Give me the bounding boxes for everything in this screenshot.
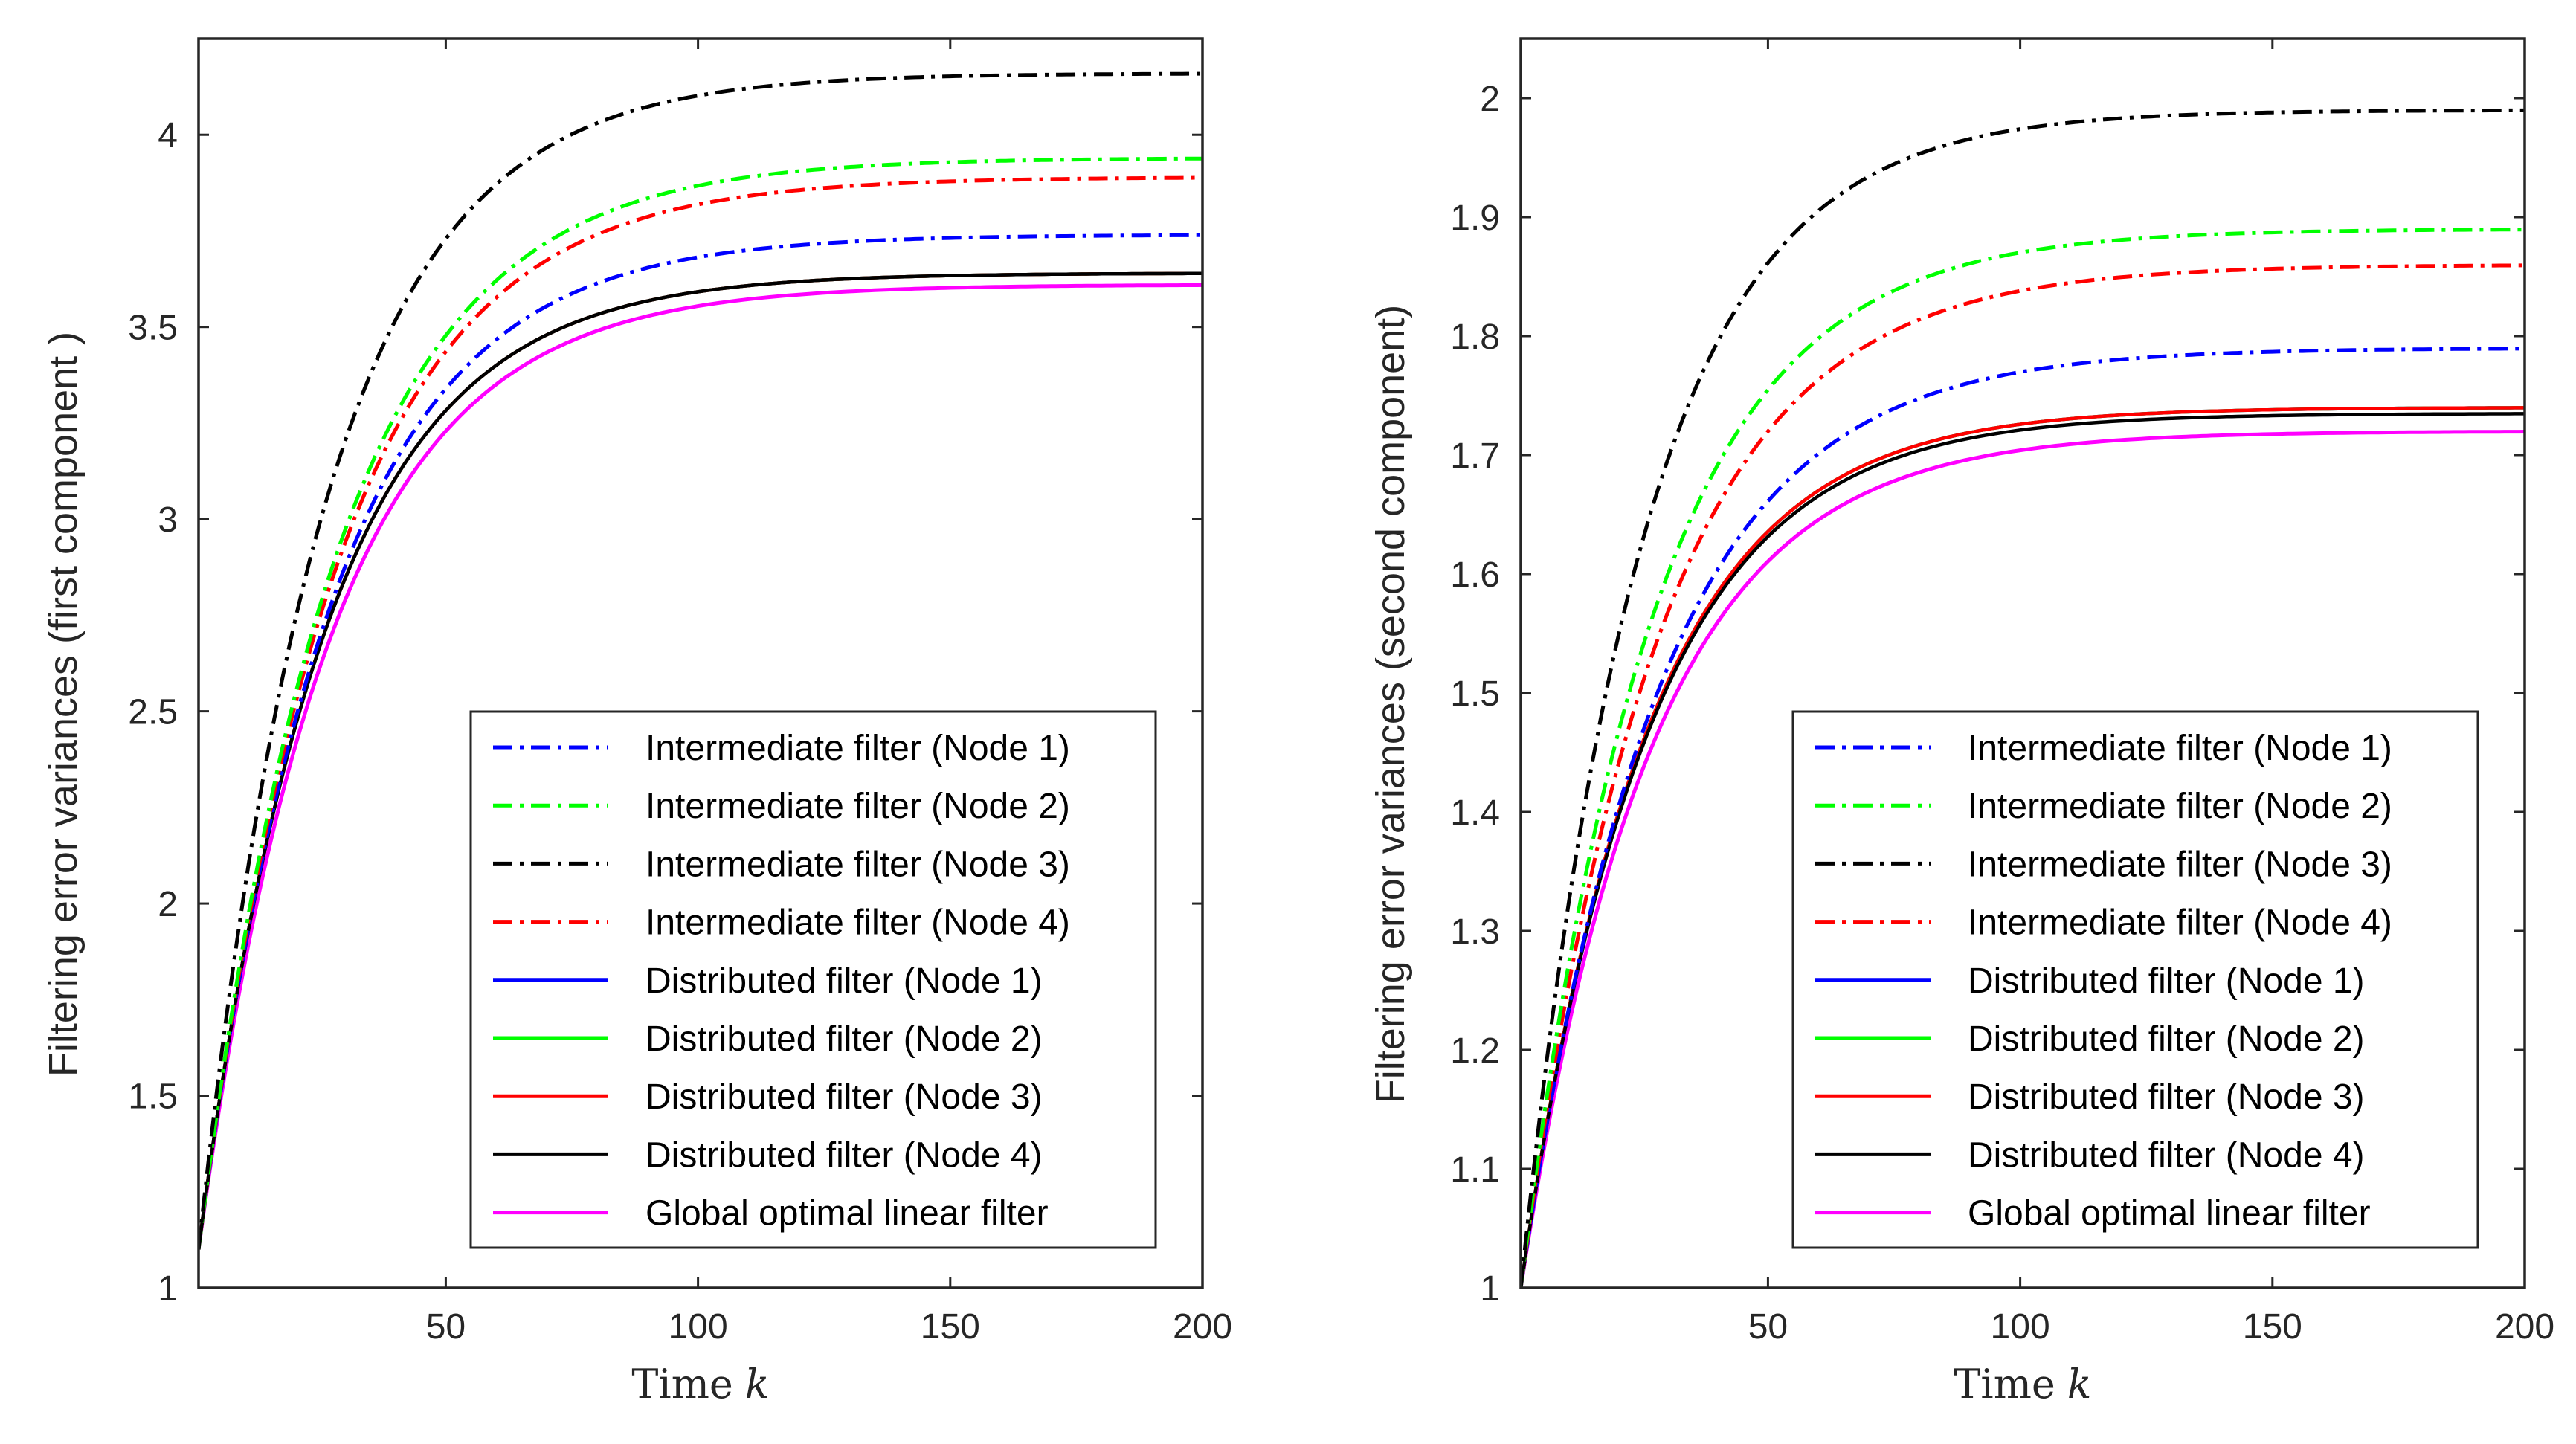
y-tick-label: 2.5 <box>128 693 178 732</box>
legend: Intermediate filter (Node 1) Intermediate… <box>469 710 1157 1249</box>
x-tick-label: 200 <box>1173 1307 1232 1347</box>
series-line-3 <box>1521 108 2525 1288</box>
y-tick-label: 1.9 <box>1450 199 1500 238</box>
series-line-1 <box>199 233 1202 1250</box>
series-group <box>1521 108 2525 1288</box>
y-axis-label: Filtering error variances (first compone… <box>41 332 86 1077</box>
legend-entry-label: Intermediate filter (Node 1) <box>1968 729 2392 768</box>
chart-panel-2: 50 100 150 200 1 1.1 1.2 1.3 1.4 1.5 1.6 1.7 1.8 1.9 2… <box>1368 37 2554 1408</box>
legend-entry-label: Intermediate filter (Node 2) <box>645 787 1070 826</box>
chart-panel-1: 50 100 150 200 1 1.5 2 2.5 3 3.5 4 Filtering error … <box>41 37 1232 1408</box>
y-tick-label: 1.6 <box>1450 555 1500 595</box>
y-tick-label: 3.5 <box>128 309 178 348</box>
y-tick-label: 2 <box>158 885 178 924</box>
series-line-1 <box>1521 347 2525 1288</box>
x-axis-label-text: Time <box>1954 1361 2055 1408</box>
series-line-4 <box>1521 263 2525 1288</box>
y-tick-label: 1 <box>1480 1269 1500 1309</box>
x-axis-label-var: k <box>745 1361 770 1408</box>
x-axis-label: Time k <box>1954 1361 2091 1408</box>
legend-entry-label: Distributed filter (Node 1) <box>1968 961 2365 1001</box>
y-tick-label: 1.7 <box>1450 436 1500 476</box>
x-tick-label: 200 <box>2495 1307 2554 1347</box>
series-line-2 <box>199 156 1202 1250</box>
legend-entry-label: Intermediate filter (Node 1) <box>645 729 1070 768</box>
y-tick-label: 1.5 <box>128 1077 178 1117</box>
x-tick-label: 50 <box>426 1307 466 1347</box>
x-axis-label-var: k <box>2067 1361 2092 1408</box>
y-tick-label: 1.1 <box>1450 1150 1500 1190</box>
legend-entry-label: Intermediate filter (Node 3) <box>1968 845 2392 884</box>
legend-entry-label: Distributed filter (Node 2) <box>1968 1019 2365 1059</box>
series-line-4 <box>199 175 1202 1250</box>
x-tick-label: 50 <box>1748 1307 1788 1347</box>
legend-entry-label: Intermediate filter (Node 4) <box>1968 903 2392 943</box>
legend: Intermediate filter (Node 1) Intermediate… <box>1791 710 2479 1249</box>
axes-box <box>197 37 1204 1289</box>
y-tick-label: 1.2 <box>1450 1031 1500 1071</box>
x-tick-label: 100 <box>1991 1307 2050 1347</box>
y-tick-label: 4 <box>158 116 178 155</box>
legend-entry-label: Intermediate filter (Node 2) <box>1968 787 2392 826</box>
series-line-9 <box>1521 430 2525 1288</box>
series-line-8 <box>1521 412 2525 1288</box>
legend-entry-label: Global optimal linear filter <box>645 1194 1049 1234</box>
axes-box <box>1519 37 2526 1289</box>
legend-entry-label: Distributed filter (Node 4) <box>1968 1135 2365 1175</box>
y-tick-label: 1.5 <box>1450 674 1500 714</box>
series-line-8 <box>199 271 1202 1250</box>
series-line-3 <box>199 71 1202 1250</box>
x-tick-label: 100 <box>669 1307 728 1347</box>
legend-entry-label: Distributed filter (Node 3) <box>645 1077 1043 1117</box>
legend-entry-label: Global optimal linear filter <box>1968 1194 2371 1234</box>
x-tick-label: 150 <box>921 1307 980 1347</box>
series-line-9 <box>199 283 1202 1250</box>
x-axis-label-text: Time <box>631 1361 732 1408</box>
y-tick-label: 1 <box>158 1269 178 1309</box>
y-tick-label: 1.8 <box>1450 318 1500 357</box>
y-tick-label: 1.3 <box>1450 912 1500 952</box>
x-tick-label: 150 <box>2243 1307 2302 1347</box>
y-tick-label: 1.4 <box>1450 793 1500 833</box>
legend-entry-label: Intermediate filter (Node 3) <box>645 845 1070 884</box>
legend-entry-label: Intermediate filter (Node 4) <box>645 903 1070 943</box>
y-tick-label: 2 <box>1480 80 1500 119</box>
series-group <box>199 71 1202 1250</box>
y-tick-label: 3 <box>158 500 178 540</box>
legend-entry-label: Distributed filter (Node 1) <box>645 961 1043 1001</box>
x-axis-label: Time k <box>631 1361 769 1408</box>
series-line-2 <box>1521 228 2525 1288</box>
series-line-7 <box>1521 406 2525 1288</box>
legend-entry-label: Distributed filter (Node 4) <box>645 1135 1043 1175</box>
legend-entry-label: Distributed filter (Node 3) <box>1968 1077 2365 1117</box>
legend-entry-label: Distributed filter (Node 2) <box>645 1019 1043 1059</box>
y-axis-label: Filtering error variances (second compon… <box>1368 305 1413 1103</box>
